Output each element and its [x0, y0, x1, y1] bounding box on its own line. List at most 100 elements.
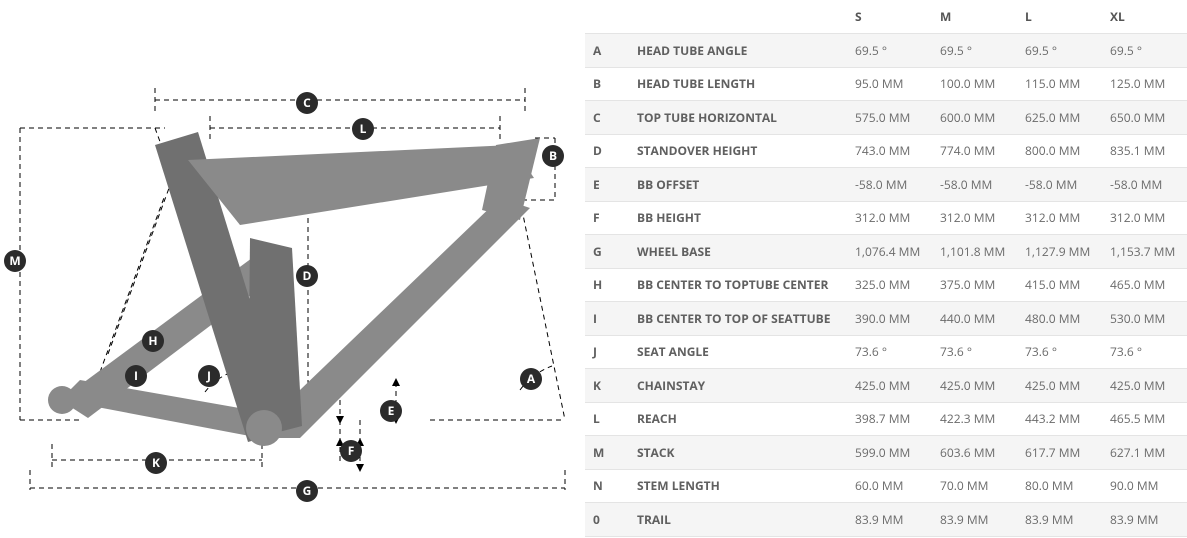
- header-blank: [585, 0, 629, 34]
- row-key: 0: [585, 503, 629, 537]
- row-key: H: [585, 268, 629, 302]
- row-name: HEAD TUBE LENGTH: [629, 67, 847, 101]
- dim-marker-b: B: [542, 145, 564, 167]
- dim-marker-c: C: [296, 92, 318, 114]
- row-key: J: [585, 335, 629, 369]
- dim-marker-f: F: [340, 440, 362, 462]
- dim-marker-g: G: [296, 480, 318, 502]
- header-size: M: [932, 0, 1017, 34]
- row-value: 617.7 MM: [1017, 436, 1102, 470]
- table-row: EBB OFFSET-58.0 MM-58.0 MM-58.0 MM-58.0 …: [585, 168, 1187, 202]
- dim-marker-e: E: [380, 400, 402, 422]
- row-value: 115.0 MM: [1017, 67, 1102, 101]
- row-value: 83.9 MM: [847, 503, 932, 537]
- row-name: STEM LENGTH: [629, 469, 847, 503]
- table-row: JSEAT ANGLE73.6 °73.6 °73.6 °73.6 °: [585, 335, 1187, 369]
- table-row: BHEAD TUBE LENGTH95.0 MM100.0 MM115.0 MM…: [585, 67, 1187, 101]
- row-value: 600.0 MM: [932, 101, 1017, 135]
- row-value: 575.0 MM: [847, 101, 932, 135]
- row-key: M: [585, 436, 629, 470]
- row-value: 375.0 MM: [932, 268, 1017, 302]
- row-value: 69.5 °: [847, 34, 932, 68]
- row-name: BB CENTER TO TOP OF SEATTUBE: [629, 302, 847, 336]
- row-name: TRAIL: [629, 503, 847, 537]
- row-value: 465.5 MM: [1102, 402, 1187, 436]
- row-value: 83.9 MM: [1102, 503, 1187, 537]
- row-value: 1,076.4 MM: [847, 235, 932, 269]
- row-value: 1,127.9 MM: [1017, 235, 1102, 269]
- row-value: 73.6 °: [1102, 335, 1187, 369]
- row-value: 603.6 MM: [932, 436, 1017, 470]
- row-value: 73.6 °: [932, 335, 1017, 369]
- row-value: 70.0 MM: [932, 469, 1017, 503]
- table-row: LREACH398.7 MM422.3 MM443.2 MM465.5 MM: [585, 402, 1187, 436]
- row-value: 650.0 MM: [1102, 101, 1187, 135]
- frame-svg: [0, 50, 585, 490]
- row-name: HEAD TUBE ANGLE: [629, 34, 847, 68]
- row-value: 398.7 MM: [847, 402, 932, 436]
- table-row: NSTEM LENGTH60.0 MM70.0 MM80.0 MM90.0 MM: [585, 469, 1187, 503]
- table-row: IBB CENTER TO TOP OF SEATTUBE390.0 MM440…: [585, 302, 1187, 336]
- row-key: D: [585, 134, 629, 168]
- dim-marker-j: J: [198, 365, 220, 387]
- row-key: K: [585, 369, 629, 403]
- row-value: 465.0 MM: [1102, 268, 1187, 302]
- row-value: 425.0 MM: [932, 369, 1017, 403]
- row-key: F: [585, 201, 629, 235]
- row-key: A: [585, 34, 629, 68]
- header-size: S: [847, 0, 932, 34]
- row-value: 73.6 °: [1017, 335, 1102, 369]
- table-row: MSTACK599.0 MM603.6 MM617.7 MM627.1 MM: [585, 436, 1187, 470]
- row-value: 390.0 MM: [847, 302, 932, 336]
- table-row: GWHEEL BASE1,076.4 MM1,101.8 MM1,127.9 M…: [585, 235, 1187, 269]
- geometry-table-panel: S M L XL AHEAD TUBE ANGLE69.5 °69.5 °69.…: [585, 0, 1187, 538]
- row-value: 425.0 MM: [1102, 369, 1187, 403]
- row-value: 1,101.8 MM: [932, 235, 1017, 269]
- dim-marker-h: H: [142, 330, 164, 352]
- row-value: -58.0 MM: [847, 168, 932, 202]
- row-name: STANDOVER HEIGHT: [629, 134, 847, 168]
- row-value: 100.0 MM: [932, 67, 1017, 101]
- header-size: L: [1017, 0, 1102, 34]
- row-key: N: [585, 469, 629, 503]
- row-value: 422.3 MM: [932, 402, 1017, 436]
- row-name: CHAINSTAY: [629, 369, 847, 403]
- row-value: 312.0 MM: [1017, 201, 1102, 235]
- header-blank: [629, 0, 847, 34]
- table-header-row: S M L XL: [585, 0, 1187, 34]
- row-value: -58.0 MM: [1017, 168, 1102, 202]
- row-value: 83.9 MM: [1017, 503, 1102, 537]
- row-value: 774.0 MM: [932, 134, 1017, 168]
- geometry-diagram: A B C D E F G H I J K L M: [0, 50, 585, 490]
- header-size: XL: [1102, 0, 1187, 34]
- row-name: STACK: [629, 436, 847, 470]
- row-name: BB OFFSET: [629, 168, 847, 202]
- dim-marker-k: K: [145, 452, 167, 474]
- table-row: CTOP TUBE HORIZONTAL575.0 MM600.0 MM625.…: [585, 101, 1187, 135]
- row-value: 73.6 °: [847, 335, 932, 369]
- table-row: DSTANDOVER HEIGHT743.0 MM774.0 MM800.0 M…: [585, 134, 1187, 168]
- table-row: HBB CENTER TO TOPTUBE CENTER325.0 MM375.…: [585, 268, 1187, 302]
- row-value: 415.0 MM: [1017, 268, 1102, 302]
- row-value: -58.0 MM: [1102, 168, 1187, 202]
- dim-marker-l: L: [352, 118, 374, 140]
- dim-marker-d: D: [296, 265, 318, 287]
- row-key: E: [585, 168, 629, 202]
- row-value: 312.0 MM: [1102, 201, 1187, 235]
- row-key: I: [585, 302, 629, 336]
- row-key: G: [585, 235, 629, 269]
- row-name: REACH: [629, 402, 847, 436]
- dim-marker-i: I: [125, 365, 147, 387]
- row-key: C: [585, 101, 629, 135]
- row-value: 440.0 MM: [932, 302, 1017, 336]
- row-value: 69.5 °: [1102, 34, 1187, 68]
- row-name: TOP TUBE HORIZONTAL: [629, 101, 847, 135]
- row-name: WHEEL BASE: [629, 235, 847, 269]
- table-row: AHEAD TUBE ANGLE69.5 °69.5 °69.5 °69.5 °: [585, 34, 1187, 68]
- row-name: BB CENTER TO TOPTUBE CENTER: [629, 268, 847, 302]
- row-value: 312.0 MM: [847, 201, 932, 235]
- row-value: -58.0 MM: [932, 168, 1017, 202]
- row-value: 743.0 MM: [847, 134, 932, 168]
- row-value: 312.0 MM: [932, 201, 1017, 235]
- row-value: 425.0 MM: [1017, 369, 1102, 403]
